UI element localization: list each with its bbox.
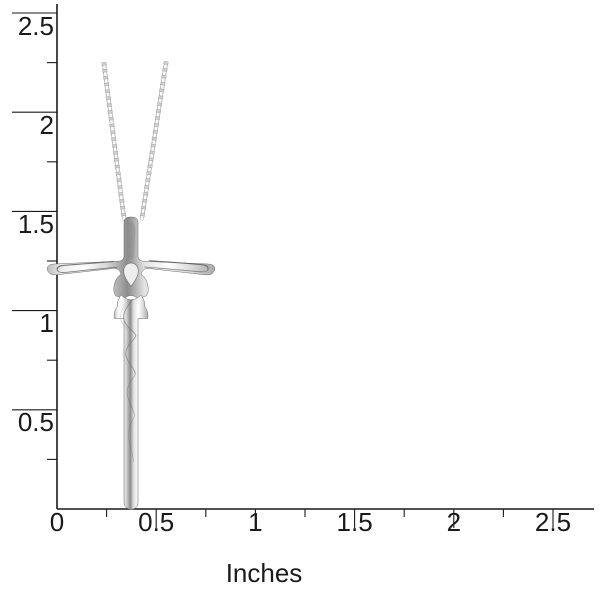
svg-text:2.5: 2.5 xyxy=(18,11,54,41)
svg-text:1: 1 xyxy=(40,308,54,338)
svg-text:2.5: 2.5 xyxy=(535,507,571,537)
svg-text:0.5: 0.5 xyxy=(18,407,54,437)
svg-text:0: 0 xyxy=(50,507,64,537)
svg-text:1: 1 xyxy=(248,507,262,537)
svg-text:2: 2 xyxy=(447,507,461,537)
svg-text:1.5: 1.5 xyxy=(18,209,54,239)
svg-text:1.5: 1.5 xyxy=(337,507,373,537)
svg-text:0.5: 0.5 xyxy=(138,507,174,537)
svg-text:Inches: Inches xyxy=(226,558,303,588)
svg-text:2: 2 xyxy=(40,110,54,140)
